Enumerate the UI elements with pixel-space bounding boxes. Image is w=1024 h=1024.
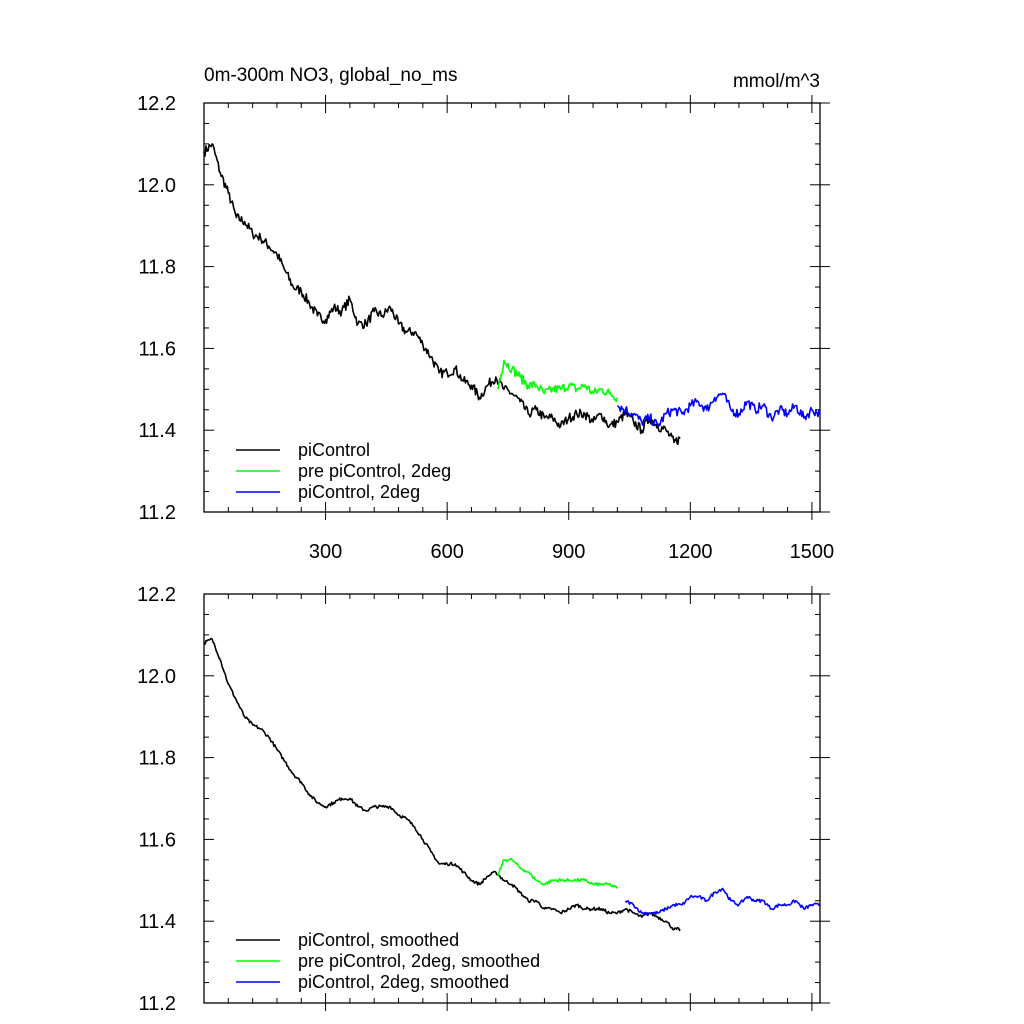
plot-frame	[203, 593, 821, 1004]
top-panel: 0m-300m NO3, global_no_ms mmol/m^3 300 60…	[137, 65, 834, 563]
x-tick-label: 1200	[668, 541, 713, 563]
plot-frame	[203, 102, 821, 513]
y-tick-label: 12.2	[137, 584, 176, 606]
y-tick-label: 11.6	[139, 338, 176, 360]
y-tick-label: 11.8	[139, 257, 176, 279]
x-tick-label: 300	[309, 541, 342, 563]
legend-label: pre piControl, 2deg, smoothed	[298, 951, 540, 971]
y-tick-label: 11.2	[139, 993, 176, 1015]
y-tick-label: 12.2	[137, 93, 176, 115]
x-tick-label: 600	[430, 541, 463, 563]
units-label: mmol/m^3	[733, 71, 820, 92]
series-line-2	[616, 392, 821, 427]
y-tick-label: 11.6	[139, 829, 176, 851]
x-tick-label: 900	[552, 541, 585, 563]
y-tick-label: 11.8	[139, 748, 176, 770]
legend-label: piControl, 2deg, smoothed	[298, 972, 509, 992]
x-tick-label: 1500	[790, 541, 835, 563]
y-tick-label: 11.4	[139, 420, 176, 442]
y-tick-label: 12.0	[137, 175, 176, 197]
y-tick-label: 12.0	[137, 666, 176, 688]
series-line-2	[624, 887, 821, 916]
legend-label: pre piControl, 2deg	[298, 461, 451, 481]
series-line-1	[497, 359, 619, 403]
legend-label: piControl, 2deg	[298, 482, 420, 502]
y-tick-label: 11.2	[139, 502, 176, 524]
series-line-0	[203, 637, 681, 932]
series-line-1	[497, 857, 619, 889]
legend-label: piControl	[298, 440, 370, 460]
y-tick-label: 11.4	[139, 911, 176, 933]
bottom-panel: 11.2 11.4 11.6 11.8 12.0 12.2 piControl, smoot…	[137, 584, 830, 1015]
legend-label: piControl, smoothed	[298, 930, 459, 950]
chart-title: 0m-300m NO3, global_no_ms	[204, 65, 457, 86]
series-line-0	[203, 143, 681, 445]
